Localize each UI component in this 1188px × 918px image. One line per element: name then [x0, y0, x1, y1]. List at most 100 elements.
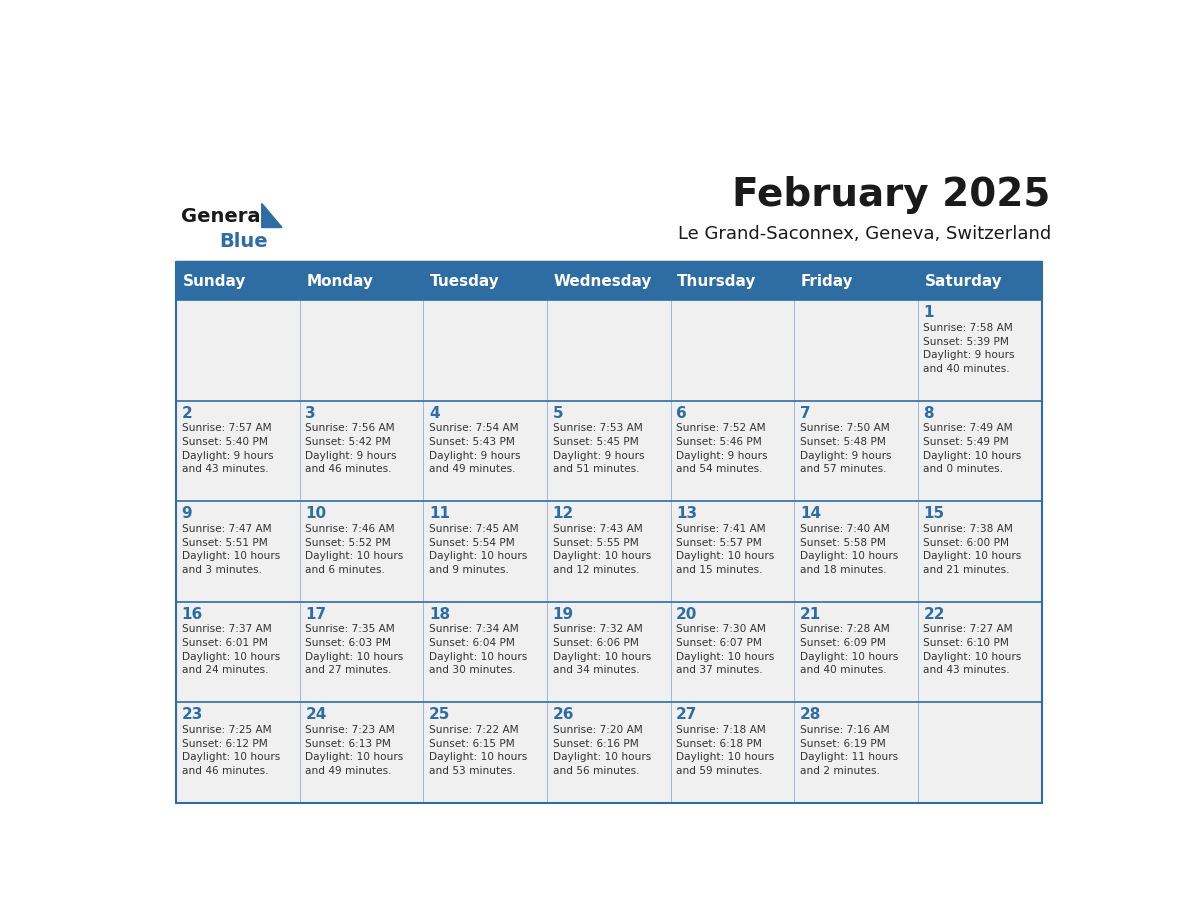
Text: 15: 15: [923, 507, 944, 521]
Text: Sunrise: 7:45 AM
Sunset: 5:54 PM
Daylight: 10 hours
and 9 minutes.: Sunrise: 7:45 AM Sunset: 5:54 PM Dayligh…: [429, 524, 527, 575]
Text: 26: 26: [552, 707, 574, 722]
Text: Sunrise: 7:23 AM
Sunset: 6:13 PM
Daylight: 10 hours
and 49 minutes.: Sunrise: 7:23 AM Sunset: 6:13 PM Dayligh…: [305, 725, 404, 776]
Bar: [918, 300, 1042, 401]
Text: 2: 2: [182, 406, 192, 420]
Bar: [176, 263, 1042, 803]
Text: 19: 19: [552, 607, 574, 621]
Text: Sunrise: 7:30 AM
Sunset: 6:07 PM
Daylight: 10 hours
and 37 minutes.: Sunrise: 7:30 AM Sunset: 6:07 PM Dayligh…: [676, 624, 775, 676]
Text: Sunrise: 7:22 AM
Sunset: 6:15 PM
Daylight: 10 hours
and 53 minutes.: Sunrise: 7:22 AM Sunset: 6:15 PM Dayligh…: [429, 725, 527, 776]
Text: Sunrise: 7:43 AM
Sunset: 5:55 PM
Daylight: 10 hours
and 12 minutes.: Sunrise: 7:43 AM Sunset: 5:55 PM Dayligh…: [552, 524, 651, 575]
Bar: [671, 702, 795, 803]
Bar: [795, 401, 918, 501]
Text: 24: 24: [305, 707, 327, 722]
Text: February 2025: February 2025: [733, 176, 1051, 214]
Text: 28: 28: [800, 707, 821, 722]
Text: Monday: Monday: [307, 274, 373, 289]
Text: 1: 1: [923, 306, 934, 320]
Bar: [176, 401, 299, 501]
Text: 8: 8: [923, 406, 934, 420]
Text: Sunrise: 7:37 AM
Sunset: 6:01 PM
Daylight: 10 hours
and 24 minutes.: Sunrise: 7:37 AM Sunset: 6:01 PM Dayligh…: [182, 624, 280, 676]
Text: Sunday: Sunday: [183, 274, 246, 289]
Text: Sunrise: 7:49 AM
Sunset: 5:49 PM
Daylight: 10 hours
and 0 minutes.: Sunrise: 7:49 AM Sunset: 5:49 PM Dayligh…: [923, 423, 1022, 475]
Text: Wednesday: Wednesday: [554, 274, 652, 289]
Text: Sunrise: 7:38 AM
Sunset: 6:00 PM
Daylight: 10 hours
and 21 minutes.: Sunrise: 7:38 AM Sunset: 6:00 PM Dayligh…: [923, 524, 1022, 575]
Text: 6: 6: [676, 406, 687, 420]
Text: Sunrise: 7:16 AM
Sunset: 6:19 PM
Daylight: 11 hours
and 2 minutes.: Sunrise: 7:16 AM Sunset: 6:19 PM Dayligh…: [800, 725, 898, 776]
Text: 7: 7: [800, 406, 810, 420]
Bar: [671, 300, 795, 401]
Bar: [546, 501, 671, 602]
Bar: [176, 602, 299, 702]
Text: 3: 3: [305, 406, 316, 420]
Bar: [299, 602, 423, 702]
Text: 10: 10: [305, 507, 327, 521]
Text: Sunrise: 7:25 AM
Sunset: 6:12 PM
Daylight: 10 hours
and 46 minutes.: Sunrise: 7:25 AM Sunset: 6:12 PM Dayligh…: [182, 725, 280, 776]
Bar: [423, 702, 546, 803]
Text: 16: 16: [182, 607, 203, 621]
Text: Sunrise: 7:20 AM
Sunset: 6:16 PM
Daylight: 10 hours
and 56 minutes.: Sunrise: 7:20 AM Sunset: 6:16 PM Dayligh…: [552, 725, 651, 776]
Text: Tuesday: Tuesday: [430, 274, 500, 289]
Polygon shape: [261, 204, 282, 228]
Text: Friday: Friday: [801, 274, 853, 289]
Text: Sunrise: 7:58 AM
Sunset: 5:39 PM
Daylight: 9 hours
and 40 minutes.: Sunrise: 7:58 AM Sunset: 5:39 PM Dayligh…: [923, 323, 1015, 374]
Bar: [299, 300, 423, 401]
Bar: [795, 602, 918, 702]
Text: 11: 11: [429, 507, 450, 521]
Bar: [546, 300, 671, 401]
Bar: [423, 401, 546, 501]
Bar: [795, 702, 918, 803]
Text: Sunrise: 7:53 AM
Sunset: 5:45 PM
Daylight: 9 hours
and 51 minutes.: Sunrise: 7:53 AM Sunset: 5:45 PM Dayligh…: [552, 423, 644, 475]
Text: 13: 13: [676, 507, 697, 521]
Bar: [423, 602, 546, 702]
Bar: [795, 300, 918, 401]
Bar: [299, 501, 423, 602]
Text: Sunrise: 7:28 AM
Sunset: 6:09 PM
Daylight: 10 hours
and 40 minutes.: Sunrise: 7:28 AM Sunset: 6:09 PM Dayligh…: [800, 624, 898, 676]
Text: Saturday: Saturday: [924, 274, 1003, 289]
Bar: [918, 702, 1042, 803]
Text: Le Grand-Saconnex, Geneva, Switzerland: Le Grand-Saconnex, Geneva, Switzerland: [677, 225, 1051, 243]
Text: 25: 25: [429, 707, 450, 722]
Bar: [299, 401, 423, 501]
Text: Sunrise: 7:35 AM
Sunset: 6:03 PM
Daylight: 10 hours
and 27 minutes.: Sunrise: 7:35 AM Sunset: 6:03 PM Dayligh…: [305, 624, 404, 676]
Text: 4: 4: [429, 406, 440, 420]
Bar: [546, 602, 671, 702]
Bar: [423, 501, 546, 602]
Text: 23: 23: [182, 707, 203, 722]
Bar: [671, 501, 795, 602]
Text: General: General: [181, 207, 267, 226]
Bar: [918, 501, 1042, 602]
Bar: [176, 702, 299, 803]
Bar: [671, 602, 795, 702]
Text: 20: 20: [676, 607, 697, 621]
Bar: [176, 300, 299, 401]
Text: Sunrise: 7:34 AM
Sunset: 6:04 PM
Daylight: 10 hours
and 30 minutes.: Sunrise: 7:34 AM Sunset: 6:04 PM Dayligh…: [429, 624, 527, 676]
Bar: [423, 300, 546, 401]
Text: Blue: Blue: [220, 232, 268, 252]
Bar: [795, 501, 918, 602]
Bar: [176, 263, 1042, 300]
Bar: [176, 501, 299, 602]
Text: Sunrise: 7:54 AM
Sunset: 5:43 PM
Daylight: 9 hours
and 49 minutes.: Sunrise: 7:54 AM Sunset: 5:43 PM Dayligh…: [429, 423, 520, 475]
Text: Sunrise: 7:50 AM
Sunset: 5:48 PM
Daylight: 9 hours
and 57 minutes.: Sunrise: 7:50 AM Sunset: 5:48 PM Dayligh…: [800, 423, 891, 475]
Bar: [546, 401, 671, 501]
Bar: [299, 702, 423, 803]
Text: Sunrise: 7:40 AM
Sunset: 5:58 PM
Daylight: 10 hours
and 18 minutes.: Sunrise: 7:40 AM Sunset: 5:58 PM Dayligh…: [800, 524, 898, 575]
Text: 14: 14: [800, 507, 821, 521]
Text: Sunrise: 7:47 AM
Sunset: 5:51 PM
Daylight: 10 hours
and 3 minutes.: Sunrise: 7:47 AM Sunset: 5:51 PM Dayligh…: [182, 524, 280, 575]
Text: 18: 18: [429, 607, 450, 621]
Text: Sunrise: 7:56 AM
Sunset: 5:42 PM
Daylight: 9 hours
and 46 minutes.: Sunrise: 7:56 AM Sunset: 5:42 PM Dayligh…: [305, 423, 397, 475]
Text: Sunrise: 7:46 AM
Sunset: 5:52 PM
Daylight: 10 hours
and 6 minutes.: Sunrise: 7:46 AM Sunset: 5:52 PM Dayligh…: [305, 524, 404, 575]
Text: 5: 5: [552, 406, 563, 420]
Text: Thursday: Thursday: [677, 274, 757, 289]
Bar: [918, 401, 1042, 501]
Text: 12: 12: [552, 507, 574, 521]
Text: Sunrise: 7:18 AM
Sunset: 6:18 PM
Daylight: 10 hours
and 59 minutes.: Sunrise: 7:18 AM Sunset: 6:18 PM Dayligh…: [676, 725, 775, 776]
Text: Sunrise: 7:41 AM
Sunset: 5:57 PM
Daylight: 10 hours
and 15 minutes.: Sunrise: 7:41 AM Sunset: 5:57 PM Dayligh…: [676, 524, 775, 575]
Text: Sunrise: 7:57 AM
Sunset: 5:40 PM
Daylight: 9 hours
and 43 minutes.: Sunrise: 7:57 AM Sunset: 5:40 PM Dayligh…: [182, 423, 273, 475]
Text: 17: 17: [305, 607, 327, 621]
Bar: [546, 702, 671, 803]
Text: 22: 22: [923, 607, 944, 621]
Text: 21: 21: [800, 607, 821, 621]
Text: 9: 9: [182, 507, 192, 521]
Bar: [671, 401, 795, 501]
